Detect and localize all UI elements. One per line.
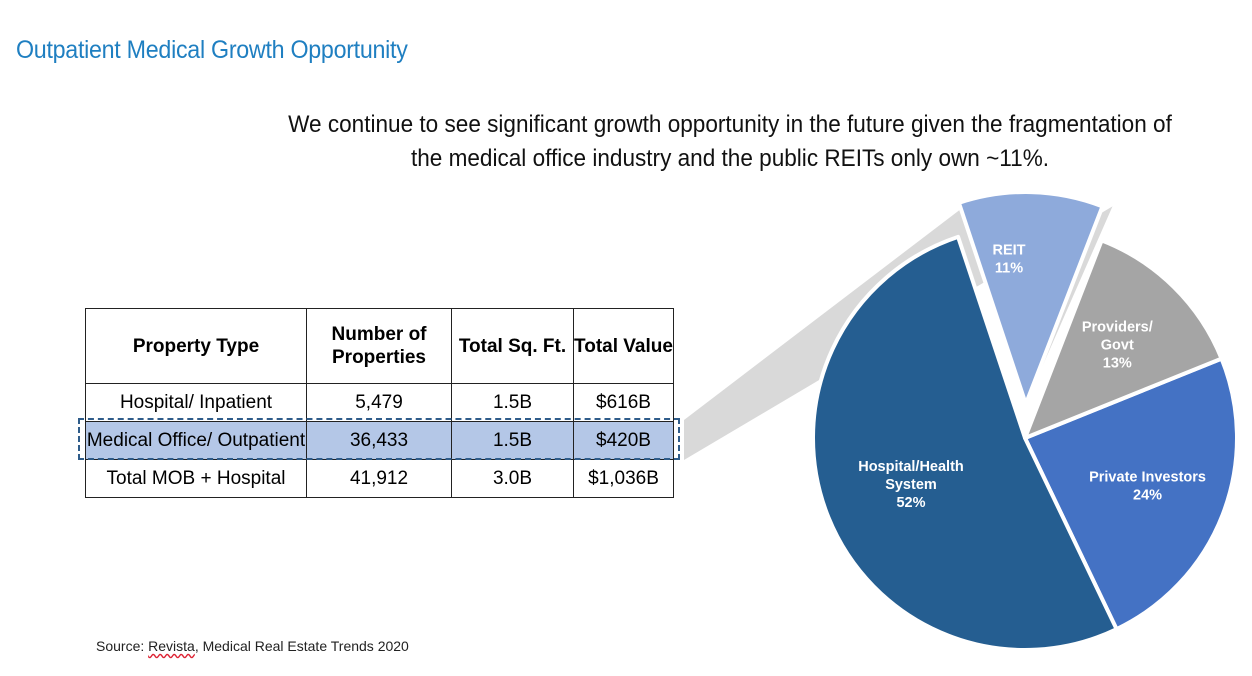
pie-slice-providers (1023, 238, 1224, 440)
header-total-sq-ft: Total Sq. Ft. (451, 308, 574, 384)
pie-label-hospital-health-line-2: System (885, 477, 937, 493)
subtitle-line-1: We continue to see significant growth op… (288, 111, 1172, 138)
table-cell: 41,912 (306, 459, 452, 498)
source-suffix: , Medical Real Estate Trends 2020 (194, 638, 409, 654)
subtitle-line-2: the medical office industry and the publ… (410, 145, 1050, 172)
table-cell: 1.5B (451, 383, 574, 422)
table-cell: 5,479 (306, 383, 452, 422)
table-cell: 1.5B (451, 421, 574, 460)
table-header-row: Property Type Number of Properties Total… (85, 308, 674, 384)
header-total-value: Total Value (573, 308, 674, 384)
table-row: Hospital/ Inpatient 5,479 1.5B $616B (85, 383, 674, 422)
table-cell: Total MOB + Hospital (85, 459, 307, 498)
pie-label-reit-line-2: 11% (995, 261, 1023, 277)
table-row: Total MOB + Hospital 41,912 3.0B $1,036B (85, 459, 674, 498)
source-note: Source: Revista, Medical Real Estate Tre… (96, 638, 409, 654)
pie-slice-hospital-health (811, 234, 1119, 652)
pie-label-providers-line-2: Govt (1101, 337, 1134, 353)
table-cell: $616B (573, 383, 674, 422)
source-link-word: Revista (148, 638, 195, 654)
table-cell: 3.0B (451, 459, 574, 498)
pie-label-hospital-health-line-1: Hospital/Health (858, 459, 964, 475)
header-number-of-properties: Number of Properties (306, 308, 452, 384)
table-cell: $420B (573, 421, 674, 460)
header-property-type: Property Type (85, 308, 307, 384)
table-cell: $1,036B (573, 459, 674, 498)
pie-label-private-investors-line-1: Private Investors (1089, 470, 1206, 486)
pie-label-providers-line-1: Providers/ (1082, 319, 1153, 335)
source-prefix: Source: (96, 638, 149, 654)
pie-label-reit-line-1: REIT (993, 243, 1026, 259)
property-table: Property Type Number of Properties Total… (85, 308, 674, 498)
table-cell: 36,433 (306, 421, 452, 460)
pie-label-providers-line-3: 13% (1103, 355, 1132, 371)
highlight-dashed-outline (78, 418, 680, 460)
page-title: Outpatient Medical Growth Opportunity (16, 36, 408, 64)
subtitle: We continue to see significant growth op… (269, 108, 1190, 176)
pie-label-private-investors-line-2: 24% (1133, 488, 1162, 504)
table-cell: Hospital/ Inpatient (85, 383, 307, 422)
pie-slice-private-investors (1023, 356, 1239, 632)
pie-label-hospital-health-line-3: 52% (896, 495, 925, 511)
pie-slice-reit (956, 190, 1105, 407)
